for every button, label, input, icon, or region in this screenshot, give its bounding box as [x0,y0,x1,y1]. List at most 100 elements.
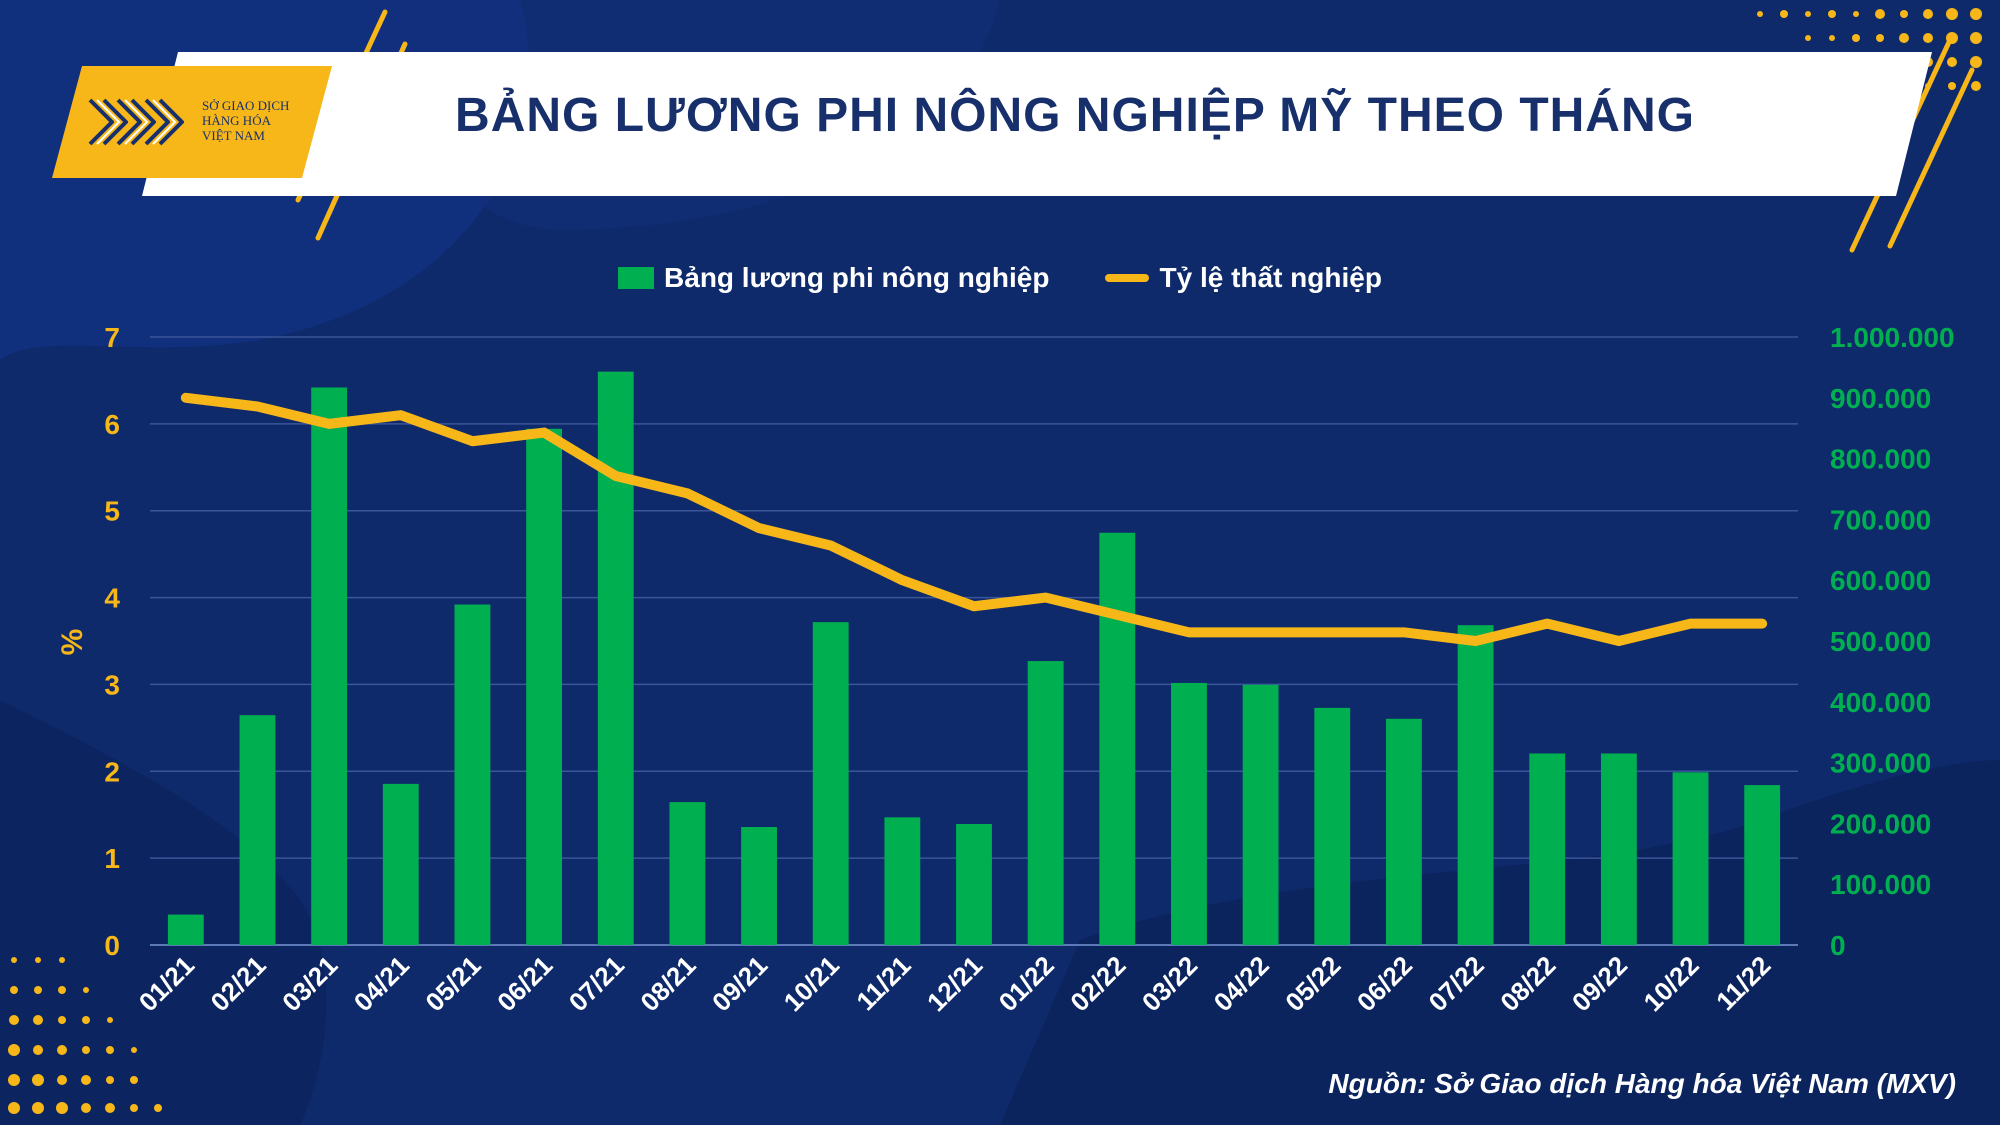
bar [1027,661,1064,945]
line-point [614,474,617,477]
y-axis-right: 0 100.000 200.000 300.000 400.000 500.000 600.… [1830,322,1955,961]
y2-tick-label: 400.000 [1830,687,1931,718]
bar [1242,684,1279,945]
y2-tick-label: 800.000 [1830,444,1931,475]
bar [1529,753,1566,945]
bar [1386,718,1422,945]
y2-tick-label: 500.000 [1830,626,1931,657]
logo-text: SỞ GIAO DỊCH HÀNG HÓA VIỆT NAM [202,98,322,143]
x-tick-label: 07/22 [1423,950,1490,1017]
x-tick-label: 11/21 [850,950,916,1016]
bar [669,802,706,945]
line-point [1259,631,1262,634]
bar [382,783,419,945]
x-axis: 01/21 02/21 03/21 04/21 05/21 06/21 07/21 08/21… [133,950,1777,1017]
x-tick-label: 09/21 [706,950,773,1017]
line-point [901,579,904,582]
logo-line-2: HÀNG HÓA [202,113,271,128]
series-line [180,392,1768,646]
line-point [328,422,331,425]
x-tick-label: 02/21 [204,950,271,1017]
y-tick-label: 6 [104,409,120,440]
x-tick-label: 05/22 [1279,950,1346,1017]
bar [741,827,777,945]
line-point [973,605,975,608]
logo-box [52,66,332,178]
x-tick-label: 03/22 [1136,950,1203,1017]
x-tick-label: 04/22 [1208,950,1275,1017]
y-tick-label: 7 [104,322,120,353]
line-point [1116,613,1119,616]
bar [1314,707,1351,945]
bar-series [167,371,1781,946]
x-tick-label: 10/22 [1638,950,1705,1017]
bar [597,371,634,945]
y2-tick-label: 0 [1830,930,1846,961]
legend-label-bars: Bảng lương phi nông nghiệp [664,262,1050,293]
y-tick-label: 1 [104,843,120,874]
y-axis-label: % [56,629,89,656]
mxv-logo-icon [88,98,184,146]
x-tick-label: 06/21 [491,950,558,1017]
y2-tick-label: 900.000 [1830,383,1931,414]
line-point [686,492,689,495]
legend-swatch-line [1105,274,1150,282]
legend-item-line: Tỷ lệ thất nghiệp [1105,262,1382,294]
legend-item-bars: Bảng lương phi nông nghiệp [618,262,1049,294]
y-tick-label: 2 [104,756,120,787]
line-point [1044,596,1047,599]
bar [1099,532,1136,945]
legend-label-line: Tỷ lệ thất nghiệp [1159,262,1382,293]
x-tick-label: 11/22 [1710,950,1776,1016]
x-tick-label: 12/21 [921,950,988,1017]
y-tick-label: 0 [104,930,120,961]
y2-tick-label: 300.000 [1830,748,1931,779]
line-point [758,527,761,530]
y-tick-label: 5 [104,496,120,527]
x-tick-label: 05/21 [419,950,486,1017]
x-tick-label: 03/21 [276,950,343,1017]
bar [1171,682,1207,945]
line-point [1689,622,1692,625]
y2-tick-label: 600.000 [1830,565,1931,596]
x-tick-label: 07/21 [563,950,630,1017]
y-tick-label: 4 [104,583,120,614]
x-tick-label: 02/22 [1064,950,1131,1017]
line-point [1187,631,1190,634]
x-tick-label: 01/21 [133,950,200,1017]
y2-tick-label: 100.000 [1830,869,1931,900]
x-tick-label: 10/21 [778,950,845,1017]
chart-legend: Bảng lương phi nông nghiệp Tỷ lệ thất ng… [0,262,2000,294]
y2-tick-label: 1.000.000 [1830,322,1955,353]
line-point [1402,631,1405,634]
x-tick-label: 08/21 [634,950,701,1017]
bar [239,715,276,945]
title-banner [142,52,1932,196]
line-point [1474,640,1477,642]
bar [956,824,992,945]
bar [311,387,348,945]
line-point [399,414,402,417]
y-axis-left: 0 1 2 3 4 5 6 7 [104,322,120,961]
line-point [256,405,259,408]
line-point [1761,622,1764,625]
page-title: BẢNG LƯƠNG PHI NÔNG NGHIỆP MỸ THEO THÁNG [455,89,1695,142]
y2-tick-label: 200.000 [1830,808,1931,839]
bar [1457,625,1494,945]
x-tick-label: 04/21 [348,950,415,1017]
line-point [471,440,474,443]
legend-swatch-bars [618,267,655,289]
line-series [180,392,1768,646]
bar [1600,753,1637,945]
bar [1672,772,1709,945]
line-point [1331,631,1334,634]
bar [167,914,204,945]
line-point [184,396,187,399]
x-tick-label: 08/22 [1494,950,1561,1017]
bar [454,604,491,945]
x-tick-label: 09/22 [1566,950,1633,1017]
source-note: Nguồn: Sở Giao dịch Hàng hóa Việt Nam (M… [1328,1068,1956,1099]
line-point [1546,622,1549,625]
y2-tick-label: 700.000 [1830,504,1931,535]
